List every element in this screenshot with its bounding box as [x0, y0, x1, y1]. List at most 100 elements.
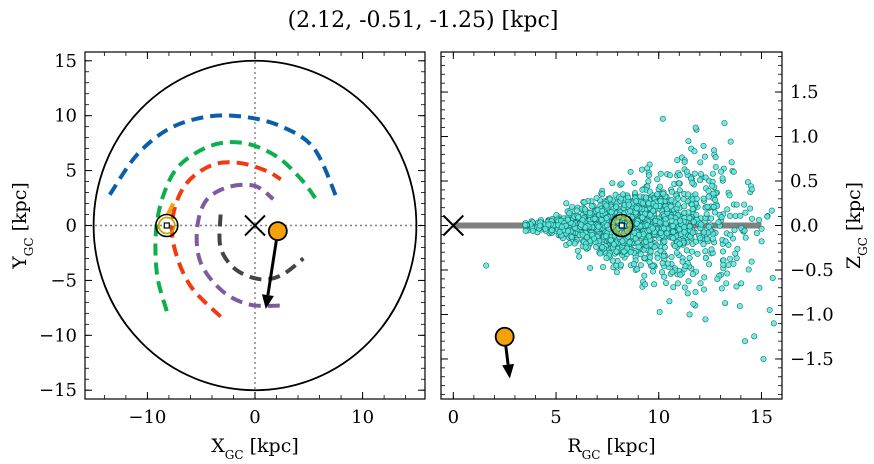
star-point: [697, 159, 704, 166]
star-point: [666, 172, 673, 179]
star-point: [769, 275, 776, 282]
star-point: [643, 194, 650, 201]
star-point: [609, 257, 616, 264]
star-point: [748, 258, 755, 265]
star-point: [645, 233, 652, 240]
star-point: [705, 223, 712, 230]
star-point: [656, 309, 663, 316]
star-point: [715, 219, 722, 226]
star-point: [682, 263, 689, 270]
star-point: [681, 203, 688, 210]
star-point: [603, 215, 610, 222]
star-point: [697, 280, 704, 287]
star-point: [701, 229, 708, 236]
star-point: [568, 234, 575, 241]
star-point: [578, 221, 585, 228]
star-point: [722, 300, 729, 307]
star-point: [563, 200, 570, 207]
y-tick-label: −0.5: [790, 260, 834, 281]
star-point: [674, 280, 681, 287]
star-point: [613, 269, 620, 276]
star-point: [689, 229, 696, 236]
galactic-center-marker-stroke-b: [442, 214, 465, 237]
star-point: [522, 222, 529, 229]
star-point: [712, 154, 719, 161]
star-point: [718, 168, 725, 175]
star-point: [693, 211, 700, 218]
star-point: [633, 220, 640, 227]
x-tick-label: 5: [550, 407, 561, 428]
star-point: [720, 248, 727, 255]
star-point: [677, 217, 684, 224]
sun-marker-center-dot: [163, 222, 170, 229]
star-point: [558, 223, 565, 230]
star-point: [603, 202, 610, 209]
star-point: [664, 260, 671, 267]
star-point: [693, 195, 700, 202]
xy-plot-area: [85, 52, 425, 399]
star-point: [691, 148, 698, 155]
star-point: [686, 223, 693, 230]
rz-plot-area: [442, 115, 777, 379]
star-point: [608, 209, 615, 216]
star-point: [726, 192, 733, 199]
velocity-arrow-shaft: [266, 230, 280, 296]
star-point: [668, 254, 675, 261]
object-position-marker: [267, 221, 288, 242]
star-point: [633, 198, 640, 205]
star-point: [654, 254, 661, 261]
star-point: [676, 240, 683, 247]
star-point: [705, 187, 712, 194]
star-point: [644, 165, 651, 172]
star-point: [591, 215, 598, 222]
star-point: [627, 168, 634, 175]
star-point: [582, 244, 589, 251]
star-point: [756, 284, 763, 291]
star-point: [686, 311, 693, 318]
x-tick-label: −10: [128, 407, 166, 428]
star-point: [634, 266, 641, 273]
star-point: [700, 195, 707, 202]
star-point: [645, 172, 652, 179]
star-point: [583, 234, 590, 241]
y-tick-label: 15: [54, 51, 77, 72]
star-point: [766, 307, 773, 314]
star-point: [725, 262, 732, 269]
star-point: [681, 229, 688, 236]
star-point: [768, 207, 775, 214]
star-point: [651, 281, 658, 288]
star-point: [529, 227, 536, 234]
y-tick-label: −10: [39, 325, 77, 346]
y-tick-label: 1.0: [790, 127, 819, 148]
star-point: [661, 238, 668, 245]
star-point: [722, 238, 729, 245]
star-point: [770, 320, 777, 327]
star-point: [736, 303, 743, 310]
star-point: [673, 249, 680, 256]
star-point: [639, 186, 646, 193]
star-point: [679, 258, 686, 265]
star-point: [649, 262, 656, 269]
star-point: [749, 215, 756, 222]
star-point: [720, 261, 727, 268]
star-point: [631, 179, 638, 186]
star-point: [649, 268, 656, 275]
star-point: [709, 170, 716, 177]
star-point: [710, 203, 717, 210]
star-point: [621, 248, 628, 255]
star-point: [670, 235, 677, 242]
star-point: [566, 240, 573, 247]
star-point: [667, 203, 674, 210]
star-point: [659, 115, 666, 122]
star-point: [656, 183, 663, 190]
star-point: [719, 175, 726, 182]
star-point: [581, 199, 588, 206]
spiral-arm-1: [108, 113, 339, 199]
star-point: [706, 261, 713, 268]
star-point: [689, 179, 696, 186]
star-point: [639, 200, 646, 207]
star-point: [681, 284, 688, 291]
star-point: [730, 168, 737, 175]
star-point: [536, 222, 543, 229]
